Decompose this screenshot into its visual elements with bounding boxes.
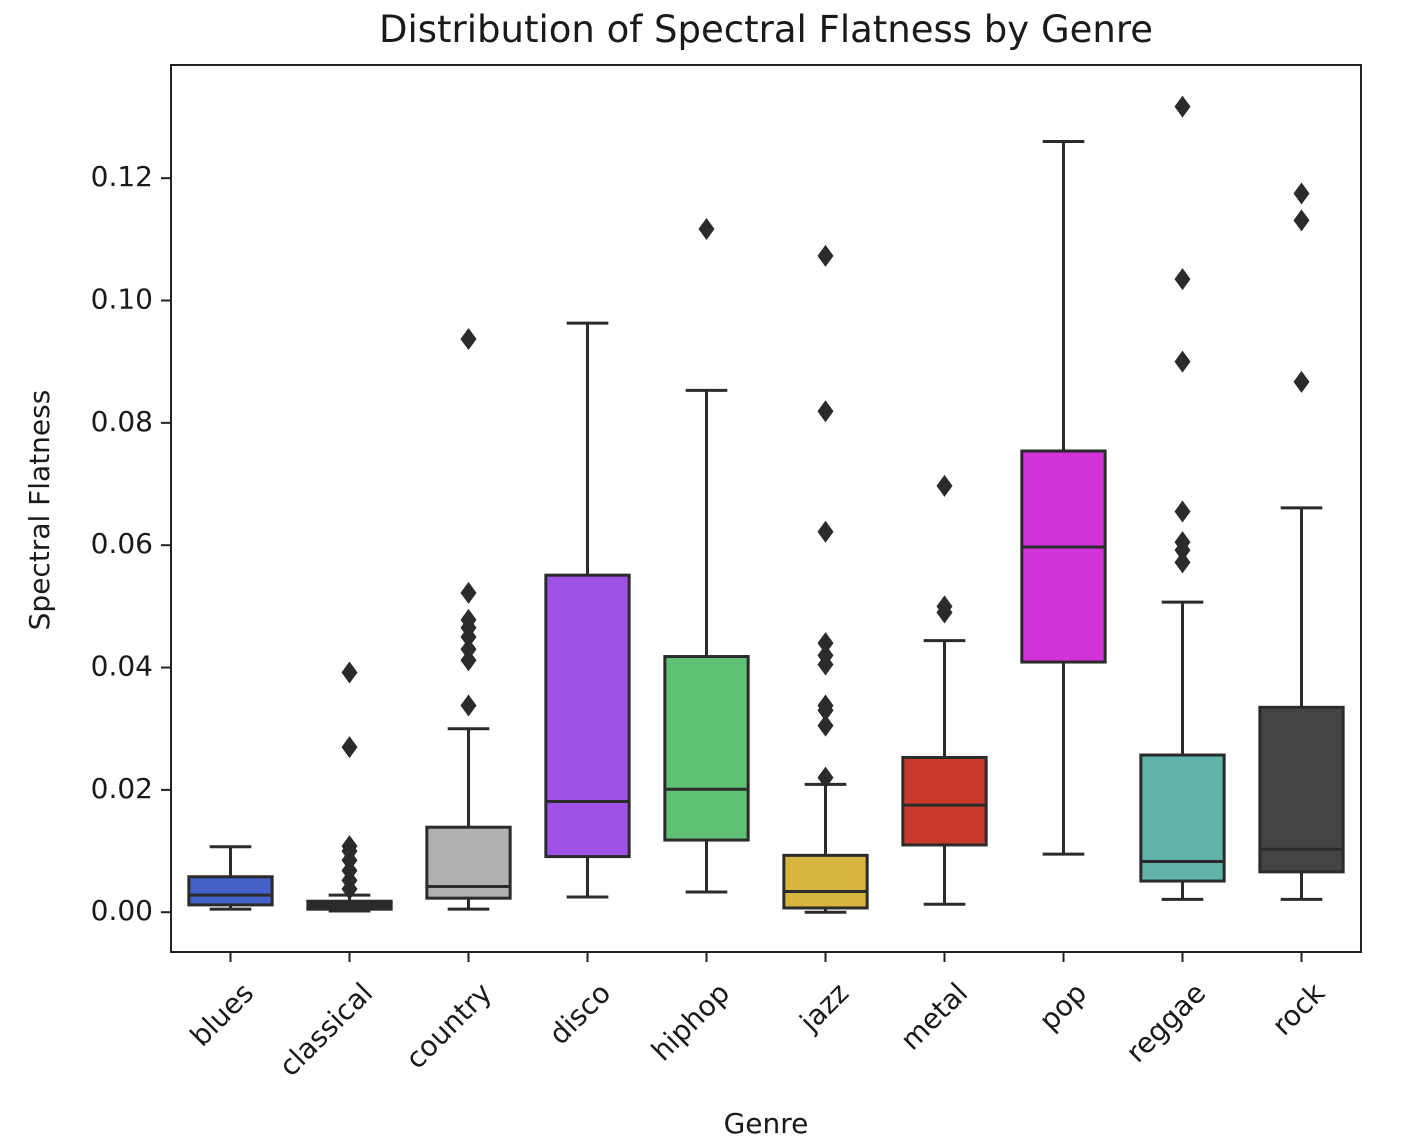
outlier-jazz <box>817 244 834 267</box>
y-tick-label: 0.10 <box>91 283 153 316</box>
outlier-classical <box>341 835 358 858</box>
y-tick-label: 0.04 <box>91 650 153 683</box>
x-axis-label: Genre <box>723 1107 809 1140</box>
outlier-reggae <box>1174 500 1191 523</box>
outlier-reggae <box>1174 531 1191 554</box>
outlier-country <box>460 581 477 604</box>
outlier-metal <box>936 474 953 497</box>
outlier-jazz <box>817 400 834 423</box>
box-rock <box>1258 705 1345 874</box>
box-metal <box>901 755 988 847</box>
x-tick-label-blues: blues <box>184 976 260 1052</box>
y-tick-label: 0.12 <box>91 160 153 193</box>
outlier-hiphop <box>698 217 715 240</box>
chart-title: Distribution of Spectral Flatness by Gen… <box>378 8 1154 51</box>
y-tick-label: 0.02 <box>91 772 153 805</box>
outlier-rock <box>1293 182 1310 205</box>
outlier-reggae <box>1174 350 1191 373</box>
outlier-rock <box>1293 370 1310 393</box>
outlier-classical <box>341 661 358 684</box>
box-jazz <box>782 853 869 910</box>
outlier-rock <box>1293 209 1310 232</box>
box-pop <box>1020 449 1107 664</box>
outlier-metal <box>936 595 953 618</box>
outlier-reggae <box>1174 95 1191 118</box>
box-disco <box>544 573 631 859</box>
box-blues <box>187 875 274 907</box>
y-tick-label: 0.00 <box>91 894 153 927</box>
outlier-country <box>460 608 477 631</box>
outlier-jazz <box>817 714 834 737</box>
outlier-country <box>460 638 477 661</box>
outlier-classical <box>341 736 358 759</box>
y-tick-label: 0.06 <box>91 527 153 560</box>
x-tick-label-country: country <box>399 976 498 1075</box>
x-tick-label-rock: rock <box>1266 976 1332 1042</box>
outlier-jazz <box>817 694 834 717</box>
x-tick-label-disco: disco <box>542 976 617 1051</box>
x-tick-label-hiphop: hiphop <box>645 976 736 1067</box>
y-tick-label: 0.08 <box>91 405 153 438</box>
outlier-reggae <box>1174 268 1191 291</box>
outlier-country <box>460 694 477 717</box>
outlier-country <box>460 328 477 351</box>
outlier-country <box>460 649 477 672</box>
x-tick-label-classical: classical <box>273 976 380 1083</box>
plot-frame <box>170 64 1362 953</box>
x-tick-label-jazz: jazz <box>793 976 855 1038</box>
x-tick-label-pop: pop <box>1033 976 1094 1037</box>
x-tick-label-metal: metal <box>894 976 974 1056</box>
outlier-reggae <box>1174 551 1191 574</box>
outlier-jazz <box>817 644 834 667</box>
box-hiphop <box>663 655 750 842</box>
outlier-jazz <box>817 632 834 655</box>
x-tick-label-reggae: reggae <box>1119 976 1212 1069</box>
outlier-jazz <box>817 520 834 543</box>
outlier-jazz <box>817 766 834 789</box>
